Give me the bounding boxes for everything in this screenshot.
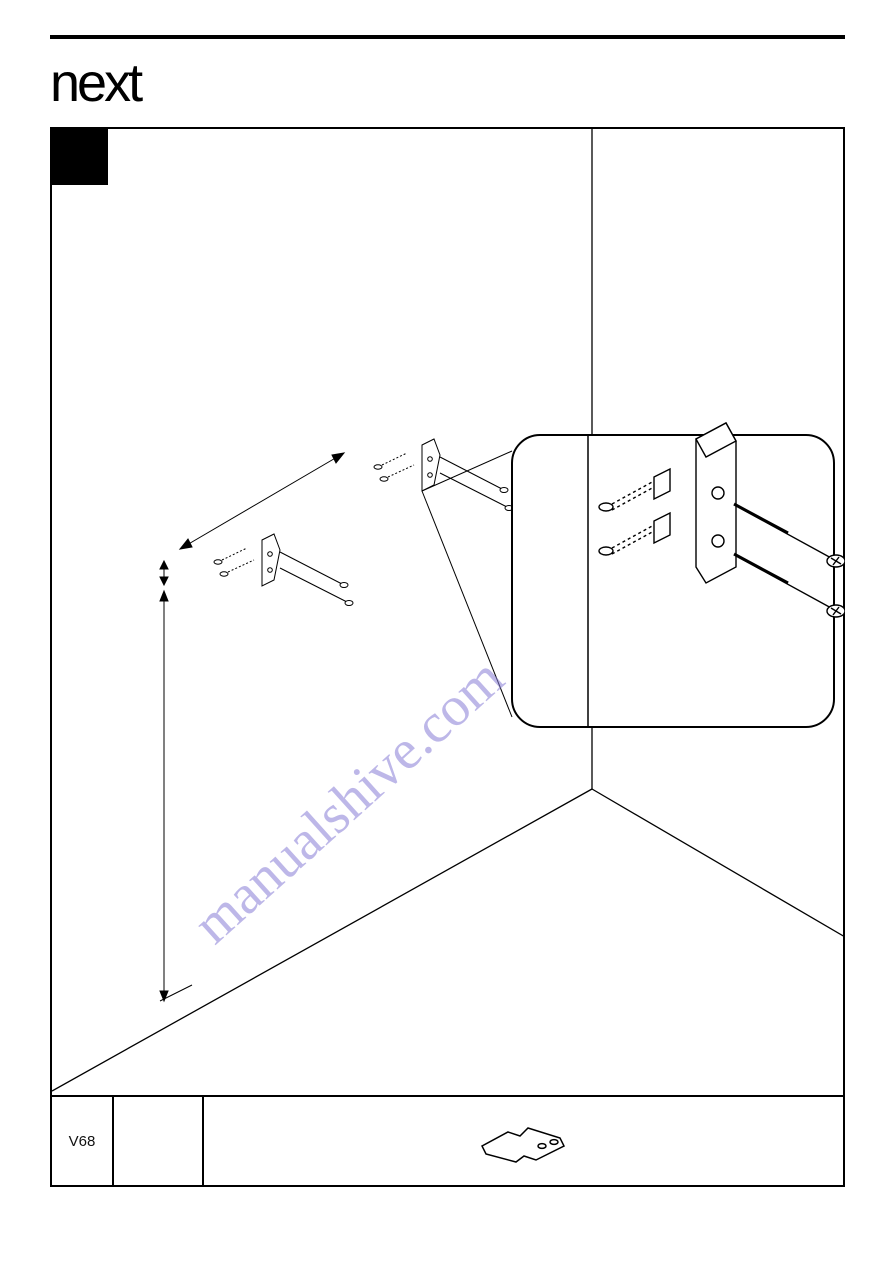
wall-bracket-icon [464, 1106, 584, 1176]
logo-text: next [50, 57, 143, 113]
part-code: V68 [52, 1097, 114, 1185]
parts-strip: V68 [52, 1095, 843, 1185]
instruction-frame: manualshive.com V68 [50, 127, 845, 1187]
top-rule [50, 35, 845, 39]
bracket-left [214, 534, 353, 606]
assembly-diagram [52, 129, 843, 1095]
detail-leaders [422, 451, 512, 717]
part-illustration [204, 1097, 843, 1185]
brand-logo: next [50, 57, 845, 113]
dimension-lines [160, 453, 344, 1001]
part-qty [114, 1097, 204, 1185]
detail-panel [512, 423, 845, 727]
bracket-right [374, 439, 513, 511]
